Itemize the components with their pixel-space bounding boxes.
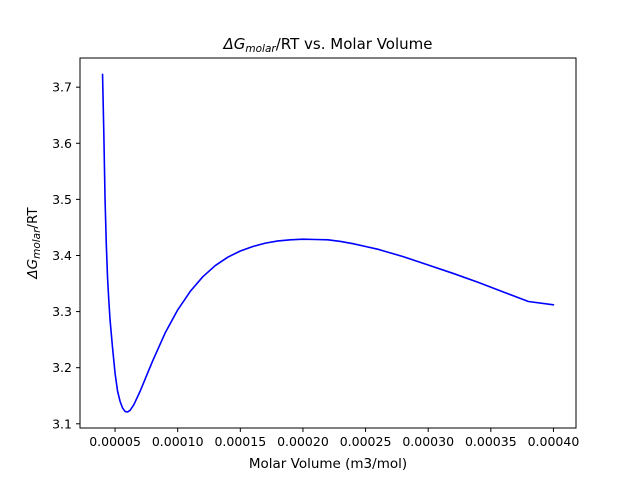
x-tick-label: 0.00010 xyxy=(152,434,204,449)
rich-text-prefix: ΔG xyxy=(223,35,246,53)
rich-text-suffix: /RT xyxy=(25,207,41,229)
rich-text-prefix: ΔG xyxy=(25,259,41,280)
x-tick-label: 0.00015 xyxy=(214,434,266,449)
series-layer xyxy=(101,73,555,413)
x-tick-label: 0.00040 xyxy=(528,434,580,449)
y-tick-label: 3.2 xyxy=(52,360,72,375)
x-tick-label: 0.00005 xyxy=(89,434,141,449)
y-tick-label: 3.7 xyxy=(52,80,72,95)
x-tick-label: 0.00035 xyxy=(465,434,517,449)
x-axis-ticks: 0.00005 0.00010 0.00015 0.00020 0.00025 0.000… xyxy=(89,428,579,449)
rich-text-subscript: molar xyxy=(31,228,43,259)
y-tick-label: 3.3 xyxy=(52,304,72,319)
plot-area: 0.00005 0.00010 0.00015 0.00020 0.00025 0.000… xyxy=(52,57,579,449)
x-tick-label: 0.00020 xyxy=(277,434,329,449)
series-line xyxy=(101,73,555,413)
plot-frame xyxy=(79,57,577,429)
y-tick-label: 3.1 xyxy=(52,416,72,431)
y-tick-label: 3.4 xyxy=(52,248,72,263)
y-axis-ticks: 3.1 3.2 3.3 3.4 3.5 3.6 3.7 xyxy=(52,80,80,431)
y-tick-label: 3.5 xyxy=(52,192,72,207)
x-tick-label: 0.00025 xyxy=(340,434,392,449)
y-tick-label: 3.6 xyxy=(52,136,72,151)
x-axis-label: Molar Volume (m3/mol) xyxy=(249,456,407,472)
rich-text-suffix: /RT vs. Molar Volume xyxy=(276,35,433,53)
chart-title: ΔGmolar/RT vs. Molar Volume xyxy=(223,35,433,55)
y-axis-label: ΔGmolar/RT xyxy=(25,207,43,280)
x-tick-label: 0.00030 xyxy=(402,434,454,449)
rich-text-subscript: molar xyxy=(245,43,276,55)
